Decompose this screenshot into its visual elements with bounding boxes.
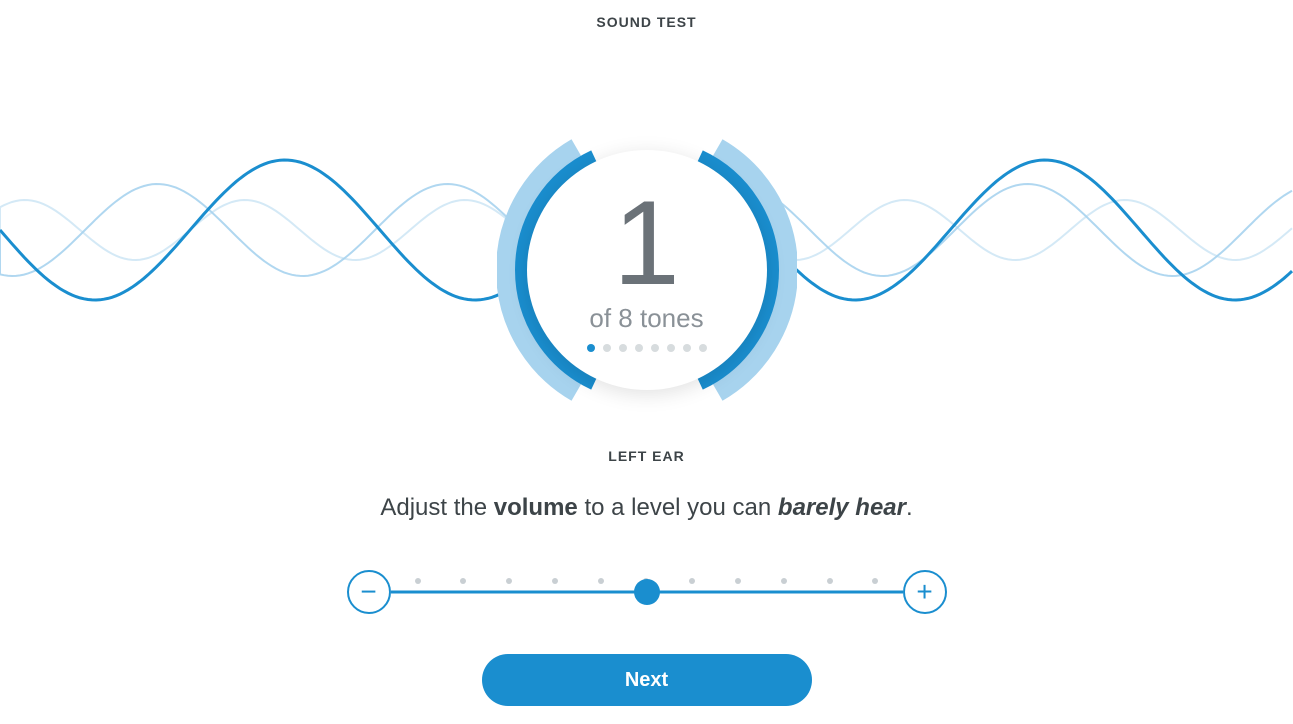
slider-tick: [460, 578, 466, 584]
instruction-bold: volume: [494, 494, 578, 521]
progress-dot: [619, 344, 627, 352]
slider-tick: [689, 578, 695, 584]
slider-thumb[interactable]: [634, 579, 660, 605]
volume-slider[interactable]: − +: [347, 568, 947, 616]
slider-track[interactable]: [391, 570, 903, 614]
plus-icon: +: [916, 576, 932, 608]
tone-circle: 1 of 8 tones: [527, 150, 767, 390]
slider-tick: [872, 578, 878, 584]
progress-dot: [635, 344, 643, 352]
volume-decrease-button[interactable]: −: [347, 570, 391, 614]
progress-dot: [603, 344, 611, 352]
ear-label: LEFT EAR: [0, 448, 1293, 464]
progress-dot: [699, 344, 707, 352]
instruction-text: Adjust the volume to a level you can bar…: [0, 494, 1293, 522]
slider-tick: [415, 578, 421, 584]
slider-tick: [598, 578, 604, 584]
instruction-post: .: [906, 494, 913, 521]
minus-icon: −: [360, 576, 376, 608]
volume-increase-button[interactable]: +: [903, 570, 947, 614]
instruction-italic: barely hear: [778, 494, 906, 521]
slider-tick: [781, 578, 787, 584]
tone-indicator: 1 of 8 tones: [497, 120, 797, 420]
next-button[interactable]: Next: [482, 654, 812, 706]
tone-subtext: of 8 tones: [589, 303, 703, 334]
next-button-label: Next: [625, 669, 668, 692]
instruction-pre: Adjust the: [380, 494, 493, 521]
slider-tick: [506, 578, 512, 584]
progress-dot: [683, 344, 691, 352]
slider-tick: [735, 578, 741, 584]
slider-tick: [552, 578, 558, 584]
tone-number: 1: [613, 189, 680, 297]
tone-progress-dots: [587, 344, 707, 352]
progress-dot: [651, 344, 659, 352]
instruction-mid: to a level you can: [578, 494, 778, 521]
progress-dot: [667, 344, 675, 352]
page-title: SOUND TEST: [0, 0, 1293, 30]
progress-dot: [587, 344, 595, 352]
slider-tick: [827, 578, 833, 584]
